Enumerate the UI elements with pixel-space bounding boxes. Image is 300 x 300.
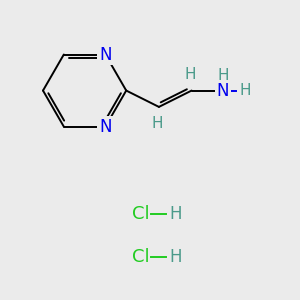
Text: N: N bbox=[99, 46, 112, 64]
Text: H: H bbox=[169, 205, 182, 223]
Text: Cl: Cl bbox=[132, 205, 150, 223]
Text: Cl: Cl bbox=[132, 248, 150, 266]
Text: N: N bbox=[99, 118, 112, 136]
Text: H: H bbox=[239, 83, 251, 98]
Text: H: H bbox=[184, 67, 196, 82]
Text: H: H bbox=[217, 68, 229, 82]
Text: H: H bbox=[169, 248, 182, 266]
Text: H: H bbox=[152, 116, 163, 131]
Text: N: N bbox=[217, 82, 229, 100]
